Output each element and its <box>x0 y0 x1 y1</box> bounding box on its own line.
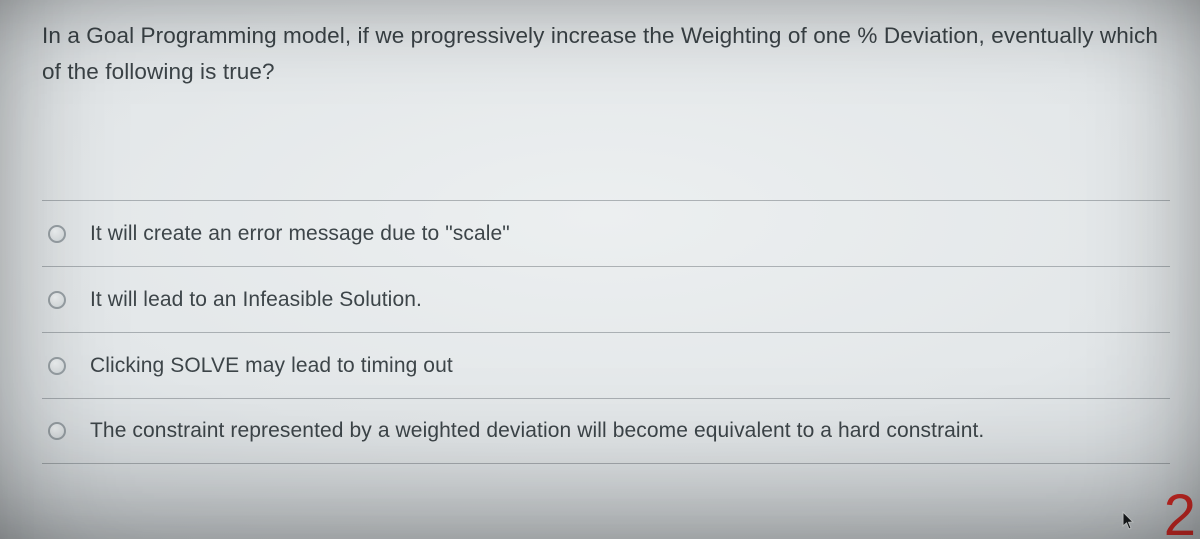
option-row[interactable]: It will create an error message due to "… <box>42 200 1170 266</box>
option-label: Clicking SOLVE may lead to timing out <box>90 354 453 378</box>
option-row[interactable]: The constraint represented by a weighted… <box>42 398 1170 464</box>
radio-icon[interactable] <box>48 291 66 309</box>
mouse-cursor-icon <box>1122 511 1136 531</box>
question-text: In a Goal Programming model, if we progr… <box>42 18 1170 91</box>
option-label: It will create an error message due to "… <box>90 222 510 246</box>
options-group: It will create an error message due to "… <box>42 200 1170 464</box>
radio-icon[interactable] <box>48 422 66 440</box>
option-row[interactable]: Clicking SOLVE may lead to timing out <box>42 332 1170 398</box>
option-row[interactable]: It will lead to an Infeasible Solution. <box>42 266 1170 332</box>
radio-icon[interactable] <box>48 225 66 243</box>
radio-icon[interactable] <box>48 357 66 375</box>
page-number: 2 <box>1164 487 1196 539</box>
option-label: The constraint represented by a weighted… <box>90 419 984 443</box>
option-label: It will lead to an Infeasible Solution. <box>90 288 422 312</box>
